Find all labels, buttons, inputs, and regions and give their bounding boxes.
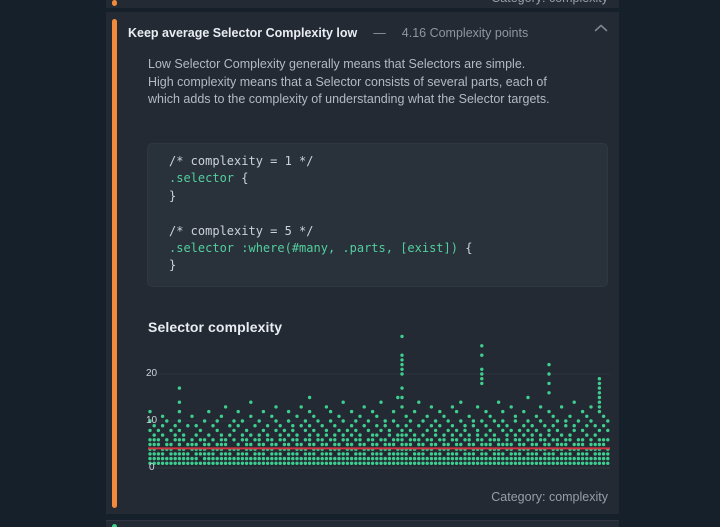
chevron-up-icon — [594, 19, 608, 37]
code-selector: .selector :where(#many, .parts, [exist]) — [169, 241, 458, 256]
title-separator: — — [373, 26, 386, 40]
next-rule-card[interactable] — [106, 520, 619, 527]
rule-title: Keep average Selector Complexity low — [128, 26, 358, 40]
chart-title: Selector complexity — [148, 319, 283, 335]
code-comment: /* complexity = 5 */ — [169, 223, 314, 238]
next-card-accent-bar — [112, 524, 117, 527]
rule-card-header[interactable]: Keep average Selector Complexity low — 4… — [128, 26, 579, 40]
category-label: Category: complexity — [491, 490, 608, 504]
selector-complexity-rule-card: Keep average Selector Complexity low — 4… — [106, 12, 619, 514]
selector-complexity-chart: 20 10 0 — [146, 330, 612, 476]
rule-metric-value: 4.16 Complexity points — [401, 26, 529, 40]
code-comment: /* complexity = 1 */ — [169, 154, 314, 168]
previous-card-category-label: Category: complexity — [491, 0, 608, 5]
code-example: /* complexity = 1 */ .selector { } /* co… — [147, 143, 608, 287]
y-axis-tick-10: 10 — [146, 415, 158, 426]
y-axis-tick-20: 20 — [146, 368, 158, 379]
scatter-plot-svg — [148, 334, 610, 469]
code-selector: .selector — [169, 171, 235, 186]
rule-description: Low Selector Complexity generally means … — [148, 57, 550, 106]
card-accent-bar — [112, 19, 117, 508]
y-axis-tick-0: 0 — [149, 462, 155, 473]
previous-rule-card: Category: complexity — [106, 0, 619, 8]
previous-card-accent-bar — [112, 0, 117, 6]
collapse-button[interactable] — [593, 22, 609, 34]
